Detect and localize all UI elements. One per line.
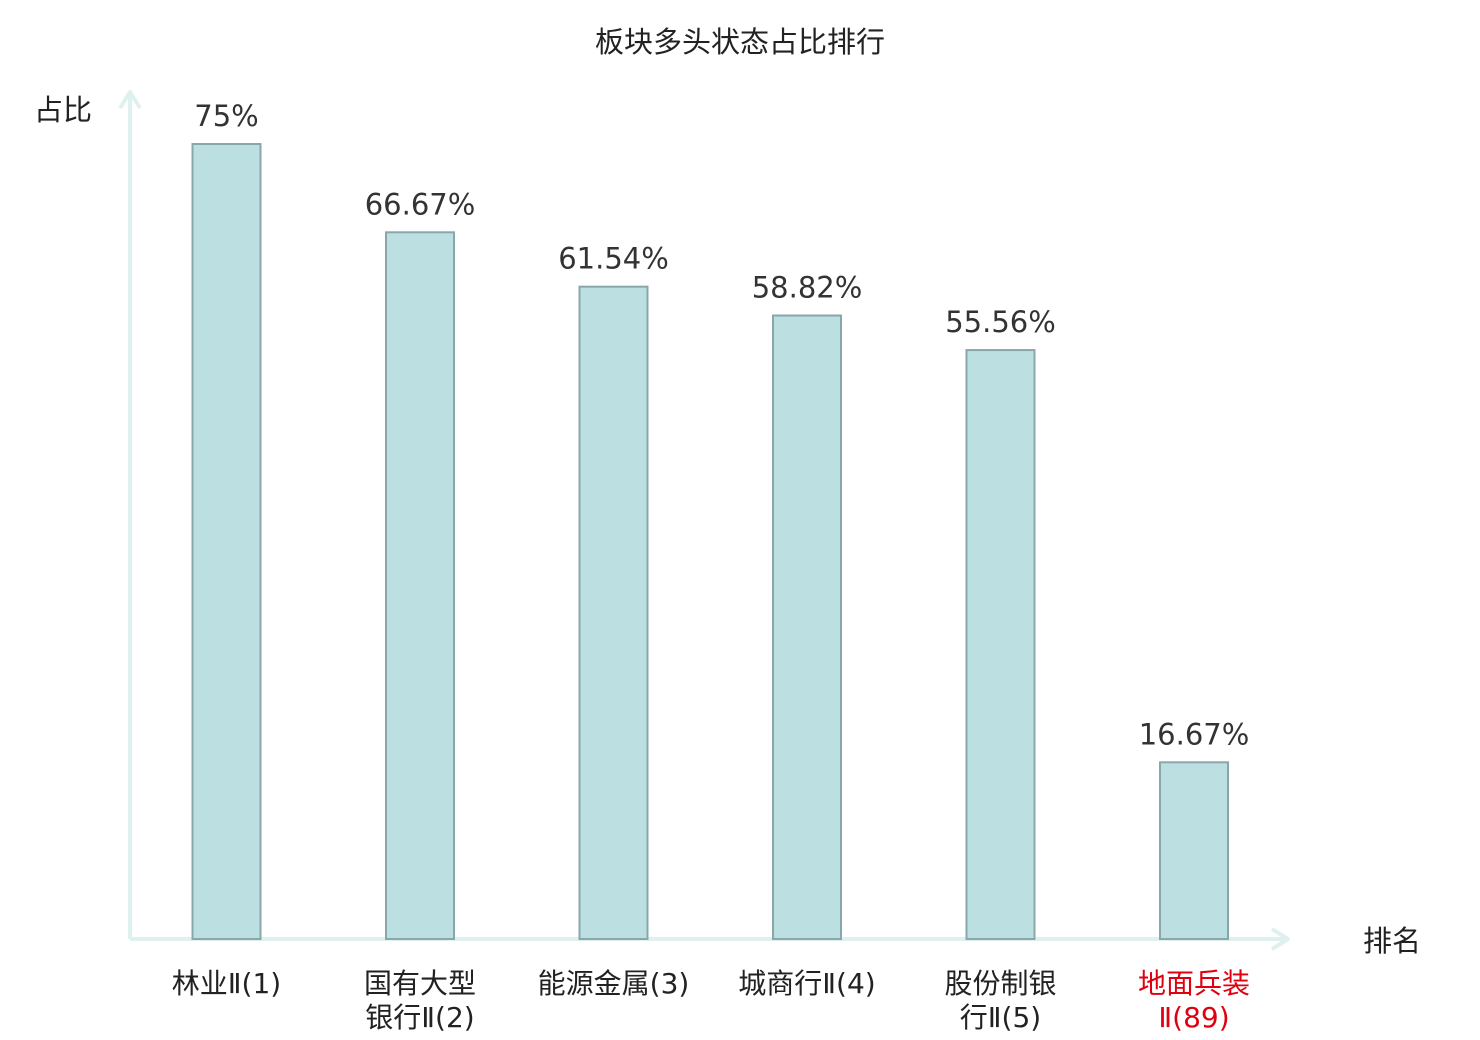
bar-value-label: 61.54%	[558, 242, 669, 276]
bar	[385, 231, 455, 941]
value-labels: 75% 66.67% 61.54% 58.82% 55.56% 16.67%	[194, 99, 1249, 751]
x-tick-label: Ⅱ(89)	[1158, 1001, 1229, 1034]
x-tick-label: 国有大型	[364, 967, 476, 1000]
bar	[191, 143, 262, 940]
bar-value-label: 58.82%	[752, 271, 863, 305]
bar	[578, 285, 649, 940]
y-axis-arrow	[118, 90, 142, 110]
bar-value-label: 75%	[194, 99, 258, 133]
x-tick-label: 地面兵装	[1138, 967, 1250, 1000]
bar-value-label: 16.67%	[1139, 717, 1250, 751]
bar-value-label: 55.56%	[945, 305, 1056, 339]
x-tick-label: 林业Ⅱ(1)	[172, 967, 281, 1000]
chart-title: 板块多头状态占比排行	[595, 25, 885, 59]
bar	[965, 349, 1036, 940]
x-tick-label: 行Ⅱ(5)	[960, 1001, 1041, 1034]
x-axis-arrow	[1270, 927, 1290, 951]
bar-value-label: 66.67%	[365, 187, 476, 221]
x-tick-label: 银行Ⅱ(2)	[365, 1001, 474, 1034]
bar	[1159, 761, 1229, 940]
y-axis-label: 占比	[34, 93, 92, 127]
x-tick-label: 能源金属(3)	[538, 967, 690, 1000]
x-tick-label: 股份制银	[944, 967, 1056, 1000]
bars	[191, 143, 1229, 941]
x-tick-label: 城商行Ⅱ(4)	[738, 967, 875, 1000]
bar	[772, 314, 842, 940]
axes	[118, 90, 1290, 951]
x-axis-label: 排名	[1363, 924, 1421, 958]
